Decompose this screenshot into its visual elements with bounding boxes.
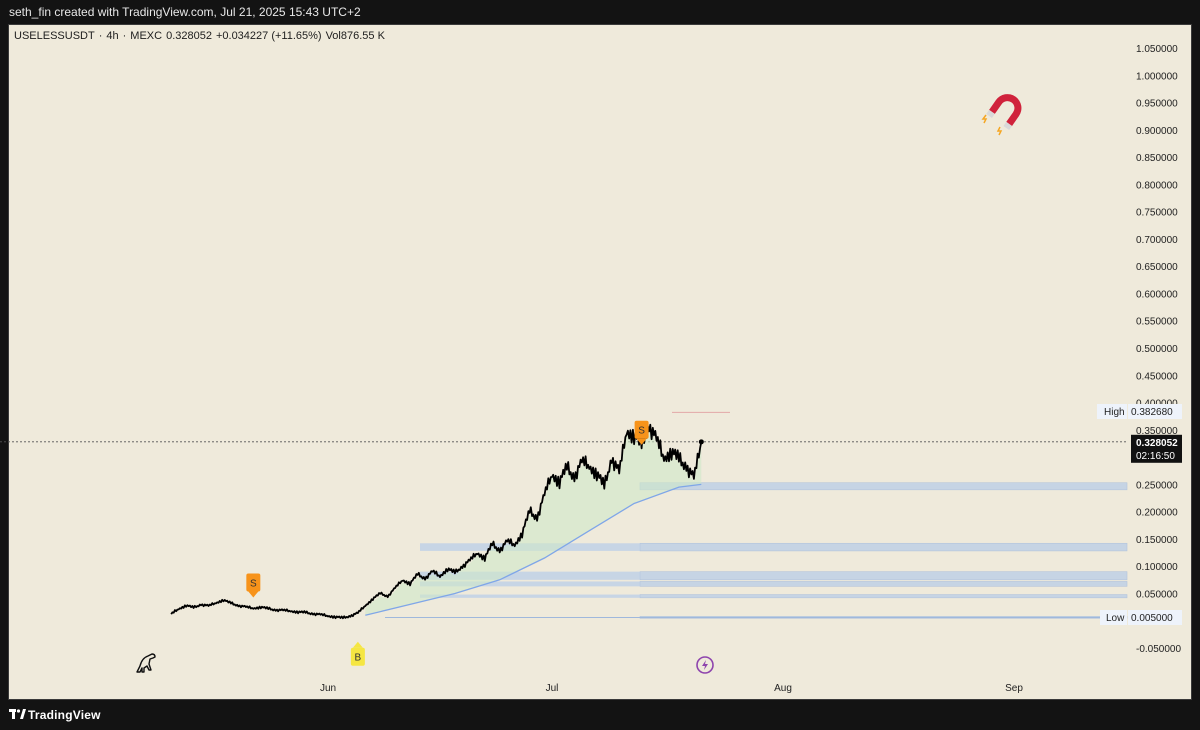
y-tick-label: 0.450000 [1136,371,1178,382]
x-tick-label: Aug [774,683,792,694]
signal-markers-layer: S B S [246,420,649,666]
current-price-text: 0.328052 [1136,438,1178,449]
last-price-point [698,439,704,445]
low-label-text: Low [1106,613,1125,624]
candle-countdown-text: 02:16:50 [1136,451,1175,462]
y-tick-label: 0.150000 [1136,535,1178,546]
signal-marker-label: S [250,578,257,589]
symbol-name[interactable]: USELESSUSDT [14,30,95,42]
support-zone [639,581,1128,587]
dino-icon [136,653,156,673]
support-zone [639,482,1128,491]
y-tick-label: 0.600000 [1136,289,1178,300]
price-axis-layer: 1.050000 1.000000 0.950000 0.900000 0.850000… [1097,44,1182,655]
high-value-text: 0.382680 [1131,407,1173,418]
interval[interactable]: 4h [106,30,119,42]
y-tick-label: 0.350000 [1136,426,1178,437]
sell-signal-marker[interactable]: S [634,420,649,445]
lightning-icon[interactable] [696,656,714,674]
footer-bar: TradingView [0,700,1200,730]
y-tick-label: 0.200000 [1136,508,1178,519]
y-tick-label: 0.900000 [1136,126,1178,137]
support-zone [639,542,1128,552]
x-tick-label: Jul [546,683,559,694]
low-value-text: 0.005000 [1131,613,1173,624]
separator-dot: · [122,30,127,42]
x-tick-label: Sep [1005,683,1023,694]
y-tick-label: 0.550000 [1136,317,1178,328]
credit-text: seth_fin created with TradingView.com, J… [9,5,361,19]
ribbon-layer [365,427,702,616]
sell-signal-marker[interactable]: S [246,573,261,598]
magnet-icon[interactable] [981,89,1027,136]
price-change: +0.034227 (+11.65%) [215,30,322,42]
y-tick-label: 1.000000 [1136,71,1178,82]
header-bar: seth_fin created with TradingView.com, J… [0,0,1200,24]
y-tick-label: 0.250000 [1136,480,1178,491]
high-label-text: High [1104,407,1125,418]
y-tick-label: 0.100000 [1136,562,1178,573]
y-tick-label: 0.750000 [1136,208,1178,219]
support-zone [639,571,1128,581]
support-zone-extension [420,571,640,580]
icons-layer [136,89,1027,674]
price-line [170,423,703,620]
brand-name: TradingView [28,708,101,722]
low-label: Low 0.005000 [1100,610,1182,625]
y-tick-label: -0.050000 [1136,644,1181,655]
exchange: MEXC [130,30,163,42]
signal-marker-label: S [638,426,645,437]
trend-ribbon [365,427,702,616]
chart-frame[interactable] [8,24,1192,700]
current-price-label: 0.328052 02:16:50 [1131,434,1182,463]
time-axis-layer: Jun Jul Aug Sep [320,683,1023,694]
y-tick-label: 1.050000 [1136,44,1178,55]
buy-signal-marker[interactable]: B [350,641,365,666]
support-zone-extension [420,594,640,598]
high-label: High 0.382680 [1097,403,1182,419]
moving-average-line [365,483,702,616]
y-tick-label: 0.700000 [1136,235,1178,246]
price-line-layer [170,423,704,620]
x-tick-label: Jun [320,683,336,694]
y-tick-label: 0.950000 [1136,99,1178,110]
support-zone [639,594,1128,599]
y-tick-label: 0.500000 [1136,344,1178,355]
volume: Vol876.55 K [325,30,385,42]
support-zone-extension [420,581,640,587]
symbol-bar: USELESSUSDT · 4h · MEXC 0.328052 +0.034227 (+1… [14,30,389,42]
moving-average-layer [365,483,702,616]
tradingview-logo-icon [9,709,26,719]
y-tick-label: 0.050000 [1136,589,1178,600]
last-price: 0.328052 [166,30,212,42]
y-tick-label: 0.650000 [1136,262,1178,273]
y-tick-label: 0.800000 [1136,180,1178,191]
separator-dot: · [98,30,103,42]
y-tick-label: 0.850000 [1136,153,1178,164]
zones-layer [0,411,1128,619]
signal-marker-label: B [355,653,362,664]
